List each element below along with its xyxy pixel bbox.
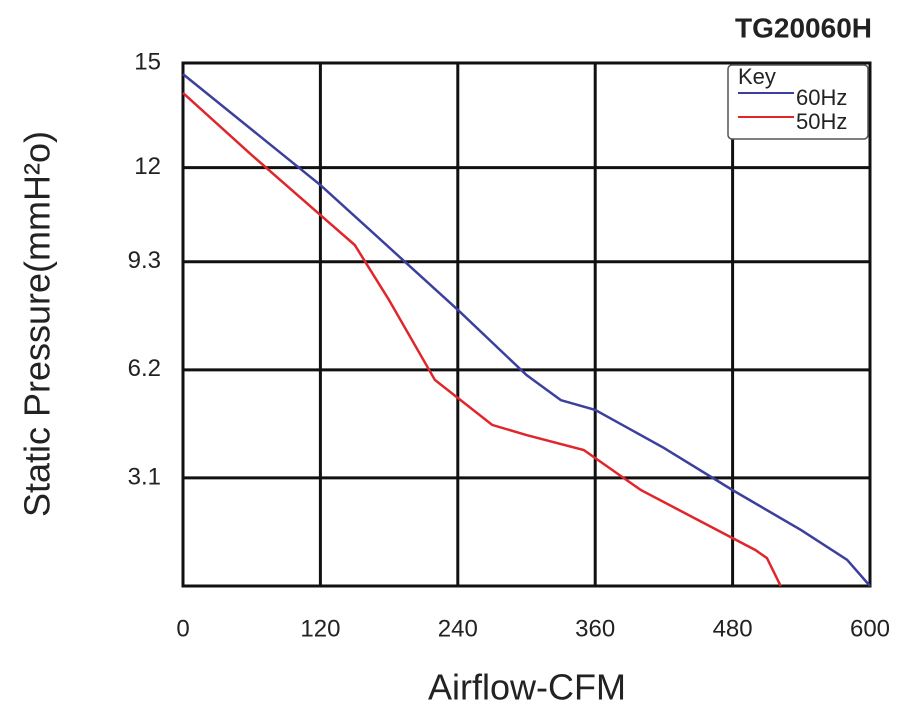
- y-tick-label: 3.1: [128, 463, 161, 490]
- legend-box: [727, 64, 869, 140]
- y-tick-label: 15: [134, 48, 161, 75]
- x-tick-label: 0: [176, 615, 189, 642]
- y-axis-label: Static Pressure(mmH²o): [17, 131, 58, 517]
- x-axis-label: Airflow-CFM: [428, 667, 626, 708]
- legend-label: 60Hz: [796, 85, 847, 110]
- x-tick-label: 360: [575, 615, 615, 642]
- line-series: [182, 73, 871, 587]
- y-tick-label: 6.2: [128, 355, 161, 382]
- line-series: [182, 92, 782, 587]
- legend-title: Key: [738, 64, 776, 89]
- y-tick-label: 12: [134, 153, 161, 180]
- x-tick-label: 480: [713, 615, 753, 642]
- y-tick-label: 9.3: [128, 247, 161, 274]
- x-tick-label: 240: [438, 615, 478, 642]
- plot-frame: [181, 61, 872, 588]
- x-tick-label: 120: [300, 615, 340, 642]
- legend-label: 50Hz: [796, 109, 847, 134]
- chart-title: TG20060H: [735, 12, 872, 43]
- x-tick-label: 600: [850, 615, 890, 642]
